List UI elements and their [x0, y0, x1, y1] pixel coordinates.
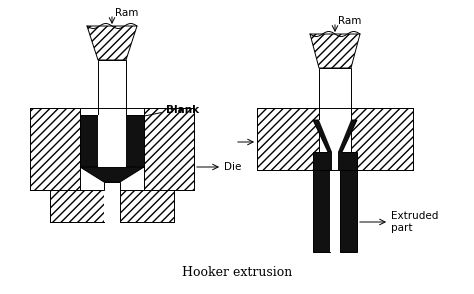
Polygon shape: [80, 167, 144, 182]
Bar: [80, 115, 144, 167]
Bar: [30, 108, 80, 190]
Bar: [351, 108, 413, 170]
Bar: [50, 190, 104, 222]
Polygon shape: [313, 120, 357, 152]
Polygon shape: [310, 34, 360, 68]
Bar: [319, 68, 351, 120]
Text: Ram: Ram: [338, 16, 361, 26]
Polygon shape: [87, 26, 137, 60]
Bar: [330, 170, 340, 252]
Bar: [332, 152, 338, 170]
Text: Hooker extrusion: Hooker extrusion: [182, 265, 292, 278]
Bar: [98, 115, 126, 167]
Polygon shape: [313, 152, 357, 252]
Text: Blank: Blank: [166, 105, 199, 115]
Bar: [120, 190, 174, 222]
Text: Extruded
part: Extruded part: [391, 211, 438, 233]
Text: Ram: Ram: [115, 8, 138, 18]
Bar: [98, 60, 126, 117]
Polygon shape: [319, 120, 351, 152]
Text: Die: Die: [224, 162, 241, 172]
Bar: [104, 190, 120, 222]
Bar: [328, 152, 342, 170]
Bar: [257, 108, 319, 170]
Bar: [144, 108, 194, 190]
